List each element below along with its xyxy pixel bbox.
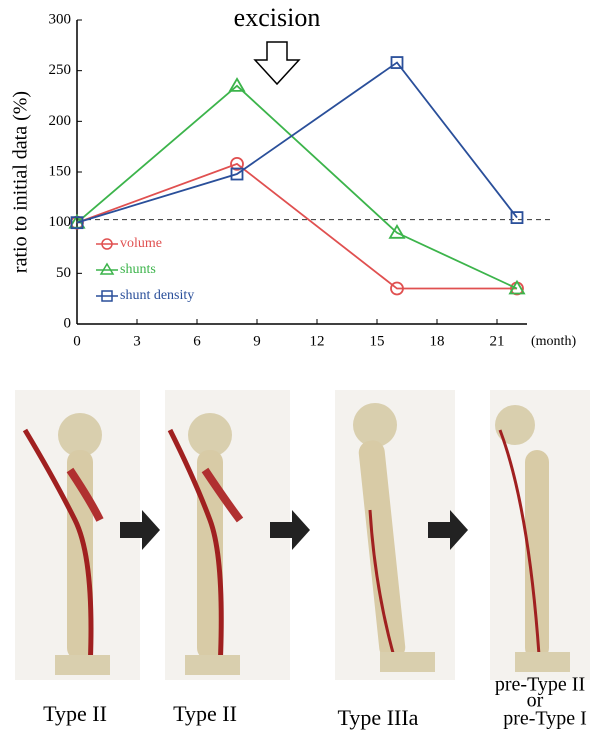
legend-marker bbox=[101, 264, 113, 274]
figure: Type II Type II Type IIIa pre-Type II or… bbox=[0, 0, 590, 744]
panel-label: Type II bbox=[173, 701, 237, 726]
series-line bbox=[77, 86, 517, 289]
panel-label: Type II bbox=[43, 701, 107, 726]
annotation: excision bbox=[234, 3, 321, 32]
x-tick-label: 6 bbox=[193, 333, 201, 349]
legend-label: shunt density bbox=[120, 288, 194, 303]
x-tick-label: 12 bbox=[310, 333, 325, 349]
panel-label: Type IIIa bbox=[338, 705, 419, 730]
y-tick-label: 250 bbox=[49, 62, 72, 78]
y-tick-label: 0 bbox=[64, 315, 72, 331]
y-tick-label: 100 bbox=[49, 214, 72, 230]
x-axis-label: (month) bbox=[531, 334, 576, 349]
x-tick-label: 0 bbox=[73, 333, 81, 349]
y-tick-label: 300 bbox=[49, 11, 72, 27]
x-tick-label: 18 bbox=[430, 333, 445, 349]
y-tick-label: 150 bbox=[49, 163, 72, 179]
bone-images bbox=[15, 390, 590, 680]
panel-label: pre-Type I bbox=[503, 708, 587, 730]
y-tick-label: 200 bbox=[49, 113, 72, 129]
x-tick-label: 3 bbox=[133, 333, 141, 349]
x-tick-label: 21 bbox=[490, 333, 505, 349]
legend-label: volume bbox=[120, 236, 162, 251]
annotation-arrow bbox=[255, 42, 299, 84]
y-tick-label: 50 bbox=[56, 265, 71, 281]
panel-image bbox=[490, 390, 590, 680]
x-tick-label: 15 bbox=[370, 333, 385, 349]
y-axis-label: ratio to initial data (%) bbox=[10, 91, 32, 273]
legend-label: shunts bbox=[120, 262, 156, 277]
x-tick-label: 9 bbox=[253, 333, 261, 349]
